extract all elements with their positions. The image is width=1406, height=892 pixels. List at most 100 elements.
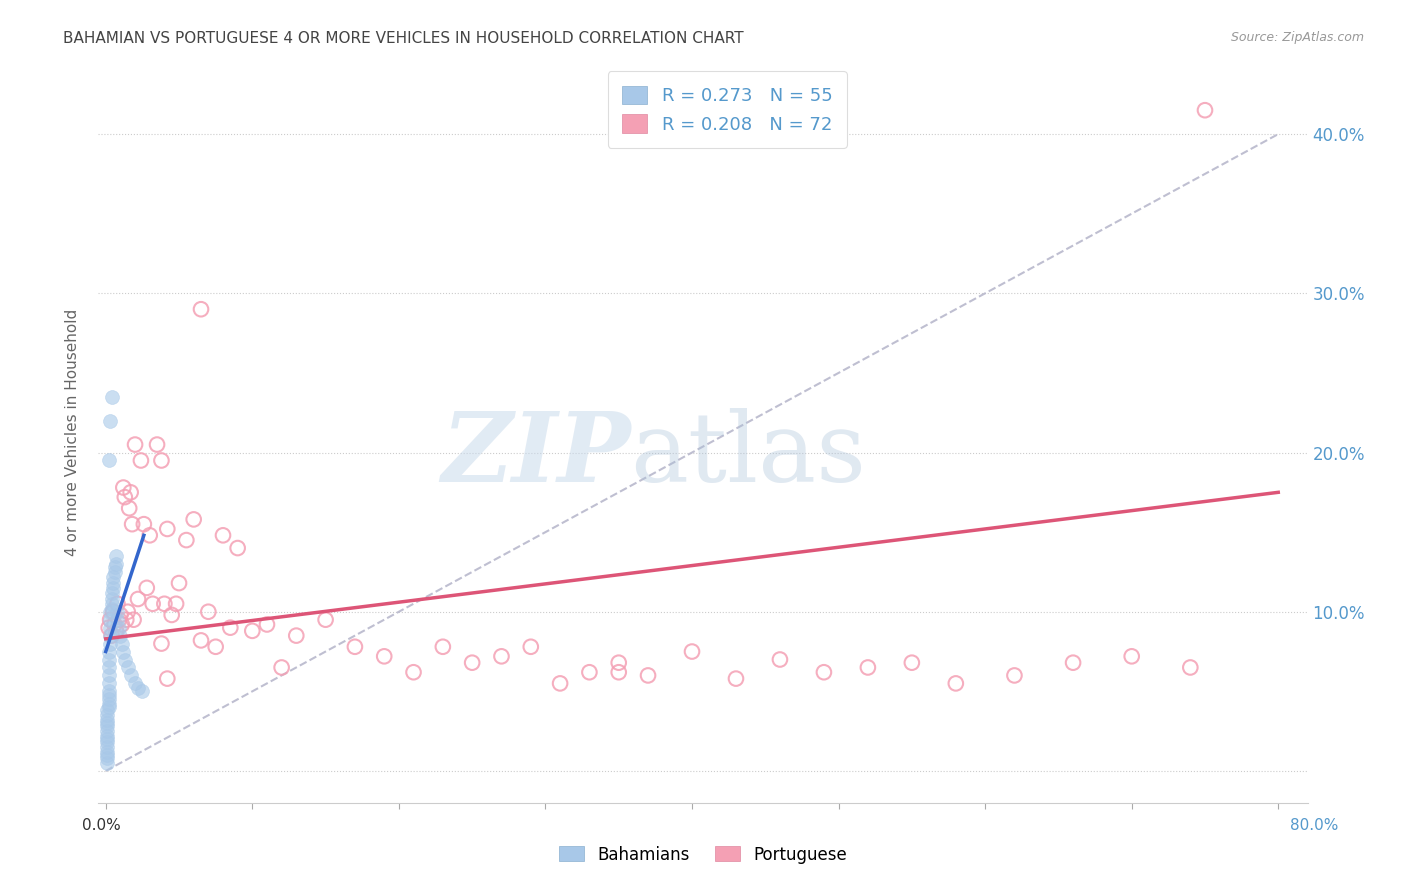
Text: 0.0%: 0.0% (82, 818, 121, 832)
Point (402, 665, 425, 680)
Point (681, 644, 703, 658)
Point (107, 613, 129, 627)
Point (122, 613, 145, 627)
Point (100, 597, 122, 611)
Point (97, 684, 120, 698)
Point (117, 660, 139, 674)
Point (108, 621, 131, 635)
Text: 80.0%: 80.0% (1291, 818, 1339, 832)
Legend: Bahamians, Portuguese: Bahamians, Portuguese (553, 839, 853, 871)
Point (121, 517, 143, 532)
Point (114, 652, 136, 666)
Point (219, 621, 242, 635)
Point (97, 660, 120, 674)
Text: atlas: atlas (630, 408, 866, 502)
Point (520, 640, 543, 654)
Point (176, 533, 198, 547)
Point (96, 740, 118, 755)
Point (98, 629, 121, 643)
Point (165, 597, 187, 611)
Point (111, 637, 134, 651)
Point (167, 576, 190, 591)
Point (97, 668, 120, 682)
Point (129, 453, 152, 467)
Point (114, 490, 136, 504)
Point (607, 656, 630, 670)
Point (138, 528, 160, 542)
Point (96, 716, 118, 731)
Point (142, 597, 165, 611)
Point (1194, 103, 1216, 118)
Point (153, 597, 176, 611)
Point (578, 665, 600, 680)
Point (190, 302, 212, 317)
Point (103, 560, 125, 574)
Point (96, 703, 118, 717)
Point (101, 576, 124, 591)
Point (96, 729, 118, 743)
Point (156, 522, 179, 536)
Point (548, 676, 571, 690)
Point (270, 660, 292, 674)
Point (945, 676, 967, 690)
Point (96, 756, 118, 770)
Text: ZIP: ZIP (441, 408, 630, 502)
Point (190, 633, 212, 648)
Point (373, 649, 395, 664)
Point (98, 605, 121, 619)
Point (197, 605, 219, 619)
Point (132, 517, 155, 532)
Point (101, 570, 124, 584)
Point (315, 613, 337, 627)
Point (100, 601, 122, 615)
Point (98, 637, 121, 651)
Point (813, 665, 835, 680)
Point (105, 624, 128, 638)
Point (724, 672, 747, 686)
Point (112, 644, 135, 658)
Point (98, 613, 121, 627)
Point (1180, 660, 1202, 674)
Point (769, 652, 792, 666)
Point (160, 607, 183, 622)
Point (156, 672, 179, 686)
Point (127, 681, 149, 695)
Point (1062, 656, 1084, 670)
Point (112, 481, 135, 495)
Point (97, 700, 120, 714)
Point (105, 557, 128, 571)
Point (115, 613, 138, 627)
Point (97, 688, 120, 702)
Point (110, 607, 132, 622)
Point (105, 549, 128, 563)
Point (101, 605, 124, 619)
Point (96, 724, 118, 739)
Point (100, 585, 122, 599)
Point (1004, 668, 1026, 682)
Point (97, 453, 120, 467)
Y-axis label: 4 or more Vehicles in Household: 4 or more Vehicles in Household (65, 309, 80, 557)
Point (117, 605, 139, 619)
Point (96, 751, 118, 765)
Point (97, 652, 120, 666)
Point (150, 637, 173, 651)
Point (637, 668, 659, 682)
Point (461, 656, 484, 670)
Point (108, 613, 131, 627)
Point (256, 617, 278, 632)
Point (212, 528, 235, 542)
Point (101, 581, 124, 595)
Point (96, 713, 118, 727)
Point (100, 592, 122, 607)
Point (100, 629, 122, 643)
Point (124, 676, 146, 690)
Point (120, 485, 142, 500)
Point (150, 453, 173, 467)
Point (432, 640, 454, 654)
Legend: R = 0.273   N = 55, R = 0.208   N = 72: R = 0.273 N = 55, R = 0.208 N = 72 (607, 71, 846, 148)
Point (97, 676, 120, 690)
Point (204, 640, 226, 654)
Point (100, 390, 122, 404)
Point (146, 437, 169, 451)
Point (901, 656, 924, 670)
